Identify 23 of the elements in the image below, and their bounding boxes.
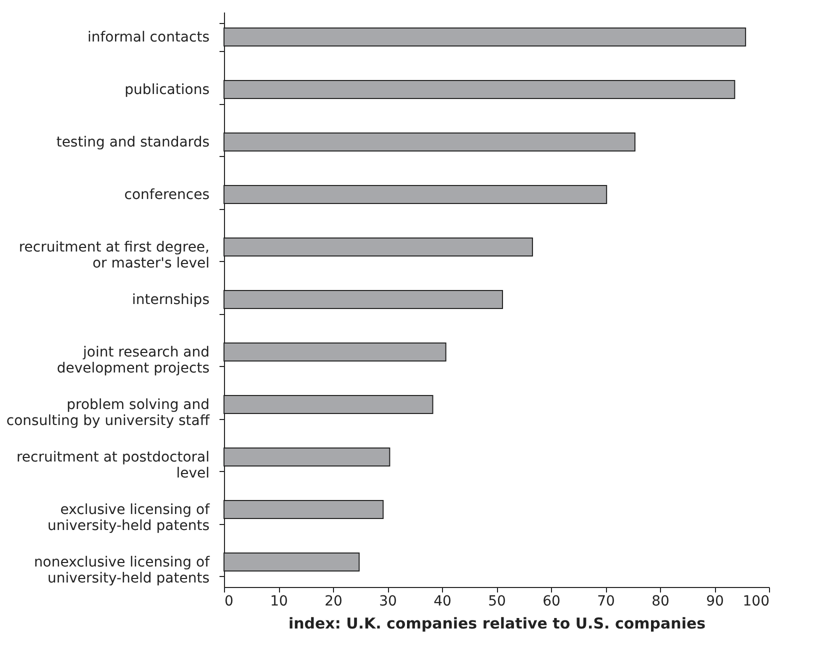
y-tick-label: problem solving and consulting by university staff xyxy=(6,397,210,430)
y-tick-label: exclusive licensing of university-held patents xyxy=(48,502,211,534)
x-tick-label: 80 xyxy=(652,594,670,610)
y-tick-label: informal contacts xyxy=(87,29,210,46)
x-tick-label: 90 xyxy=(706,594,724,610)
x-tick-label: 10 xyxy=(270,594,288,610)
x-axis-title: index: U.K. companies relative to U.S. companies xyxy=(288,614,706,632)
y-tick-label: nonexclusive licensing of university-held patents xyxy=(34,554,211,587)
y-tick-label: recruitment at first degree, or master's level xyxy=(18,239,210,272)
x-tick-label: 60 xyxy=(542,594,560,610)
x-tick-label: 100 xyxy=(742,594,770,610)
x-tick-label: 50 xyxy=(488,594,506,610)
y-tick-label: publications xyxy=(124,82,210,98)
x-tick-label: 40 xyxy=(434,594,452,610)
y-tick-label: testing and standards xyxy=(56,134,210,150)
x-tick-label: 0 xyxy=(224,594,234,610)
y-tick-label: internships xyxy=(132,292,210,308)
y-tick-label: conferences xyxy=(124,186,210,203)
x-tick-label: 20 xyxy=(324,594,342,610)
y-tick-label: joint research and development projects xyxy=(56,344,210,377)
y-tick-label: recruitment at postdoctoral level xyxy=(16,450,210,482)
x-tick-label: 30 xyxy=(379,594,397,610)
x-tick-label: 70 xyxy=(597,594,615,610)
